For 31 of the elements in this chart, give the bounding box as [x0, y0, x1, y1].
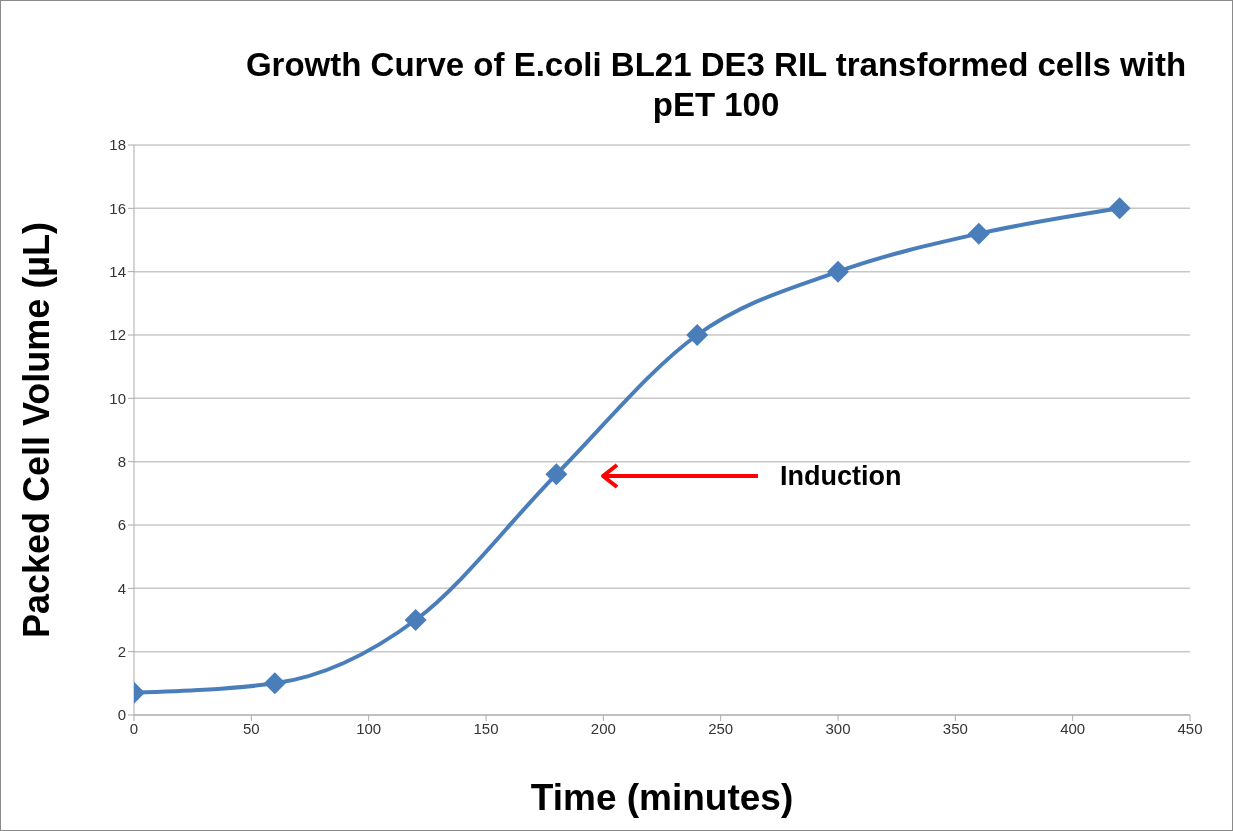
y-tick-label: 16	[109, 199, 126, 217]
point	[1108, 197, 1131, 220]
x-tick-label: 150	[473, 719, 499, 737]
x-tick-label: 250	[708, 719, 734, 737]
point	[545, 463, 568, 486]
x-tick-label: 100	[356, 719, 382, 737]
y-tick-label: 12	[109, 326, 126, 344]
y-tick-label: 14	[109, 262, 126, 280]
y-axis-title: Packed Cell Volume (µL)	[15, 221, 57, 639]
x-tick-label: 300	[825, 719, 851, 737]
point	[404, 609, 427, 631]
x-tick-label: 450	[1177, 719, 1203, 737]
chart-title: Growth Curve of E.coli BL21 DE3 RIL transformed cells with pET 100	[244, 45, 1188, 125]
y-tick-label: 4	[117, 579, 126, 597]
y-tick-label: 6	[117, 516, 126, 534]
point	[686, 324, 709, 346]
y-tick-label: 0	[117, 706, 126, 724]
x-axis-title: Time (minutes)	[530, 777, 794, 818]
y-tick-label: 10	[109, 389, 126, 407]
point	[263, 672, 286, 695]
x-tick-label: 0	[129, 719, 139, 737]
x-tick-label: 400	[1060, 719, 1086, 737]
y-tick-label: 18	[109, 136, 126, 154]
x-tick-label: 50	[242, 719, 260, 737]
x-tick-label: 350	[942, 719, 968, 737]
y-tick-label: 8	[117, 452, 126, 470]
point	[967, 222, 990, 245]
annotation: Induction	[780, 461, 902, 491]
y-tick-label: 2	[117, 642, 126, 660]
point	[827, 260, 849, 283]
x-tick-label: 200	[590, 719, 616, 737]
